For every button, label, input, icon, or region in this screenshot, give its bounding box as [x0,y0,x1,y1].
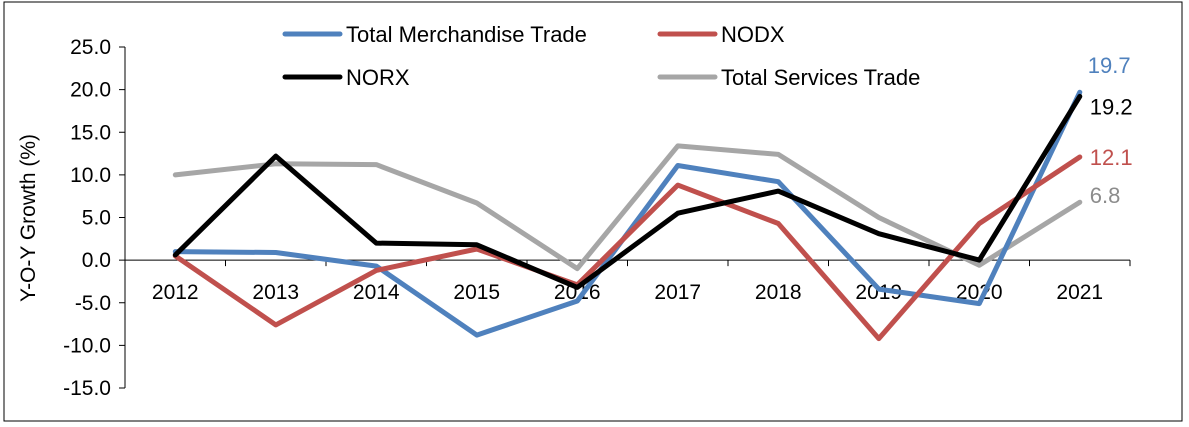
series-line-total-merchandise-trade [172,89,1083,338]
series-line-total-services-trade [172,143,1083,272]
y-tick-label: 5.0 [82,207,111,230]
axes: 25.0 20.0 15.0 10.0 5.0 0.0 -5.0 -10.0 -15.0 2012… [63,36,1131,400]
series-line-norx [172,93,1083,290]
y-tick-label: 0.0 [82,249,111,272]
legend-label-total-services-trade: Total Services Trade [721,65,920,90]
data-labels: 19.7 12.1 19.2 6.8 [1088,53,1133,208]
series-line-nodx [172,154,1083,342]
y-tick-label: 25.0 [70,36,111,59]
data-label-total-merchandise-trade: 19.7 [1088,53,1131,78]
y-tick-label: -10.0 [63,334,111,357]
x-tick-label: 2019 [855,281,902,304]
x-tick-label: 2018 [755,281,802,304]
y-tick-label: 20.0 [70,79,111,102]
x-tick-label: 2017 [654,281,701,304]
y-axis-title: Y-O-Y Growth (%) [17,134,40,302]
legend-label-norx: NORX [346,65,410,90]
x-tick-label: 2020 [956,281,1003,304]
x-tick-label: 2021 [1056,281,1103,304]
x-tick-label: 2014 [353,281,400,304]
y-tick-label: -5.0 [75,292,111,315]
y-tick-label: -15.0 [63,377,111,400]
x-tick-label: 2012 [152,281,199,304]
x-tick-label: 2015 [453,281,500,304]
chart-border [3,1,1183,422]
data-label-nodx: 12.1 [1090,145,1133,170]
data-label-norx: 19.2 [1090,94,1133,119]
legend-label-nodx: NODX [721,22,785,47]
legend: Total Merchandise Trade NODX NORX Total Ser… [282,22,920,90]
series-lines [172,89,1083,342]
x-tick-label: 2013 [252,281,299,304]
legend-label-total-merchandise-trade: Total Merchandise Trade [346,22,587,47]
y-tick-label: 15.0 [70,121,111,144]
y-tick-label: 10.0 [70,164,111,187]
data-label-total-services-trade: 6.8 [1090,183,1121,208]
